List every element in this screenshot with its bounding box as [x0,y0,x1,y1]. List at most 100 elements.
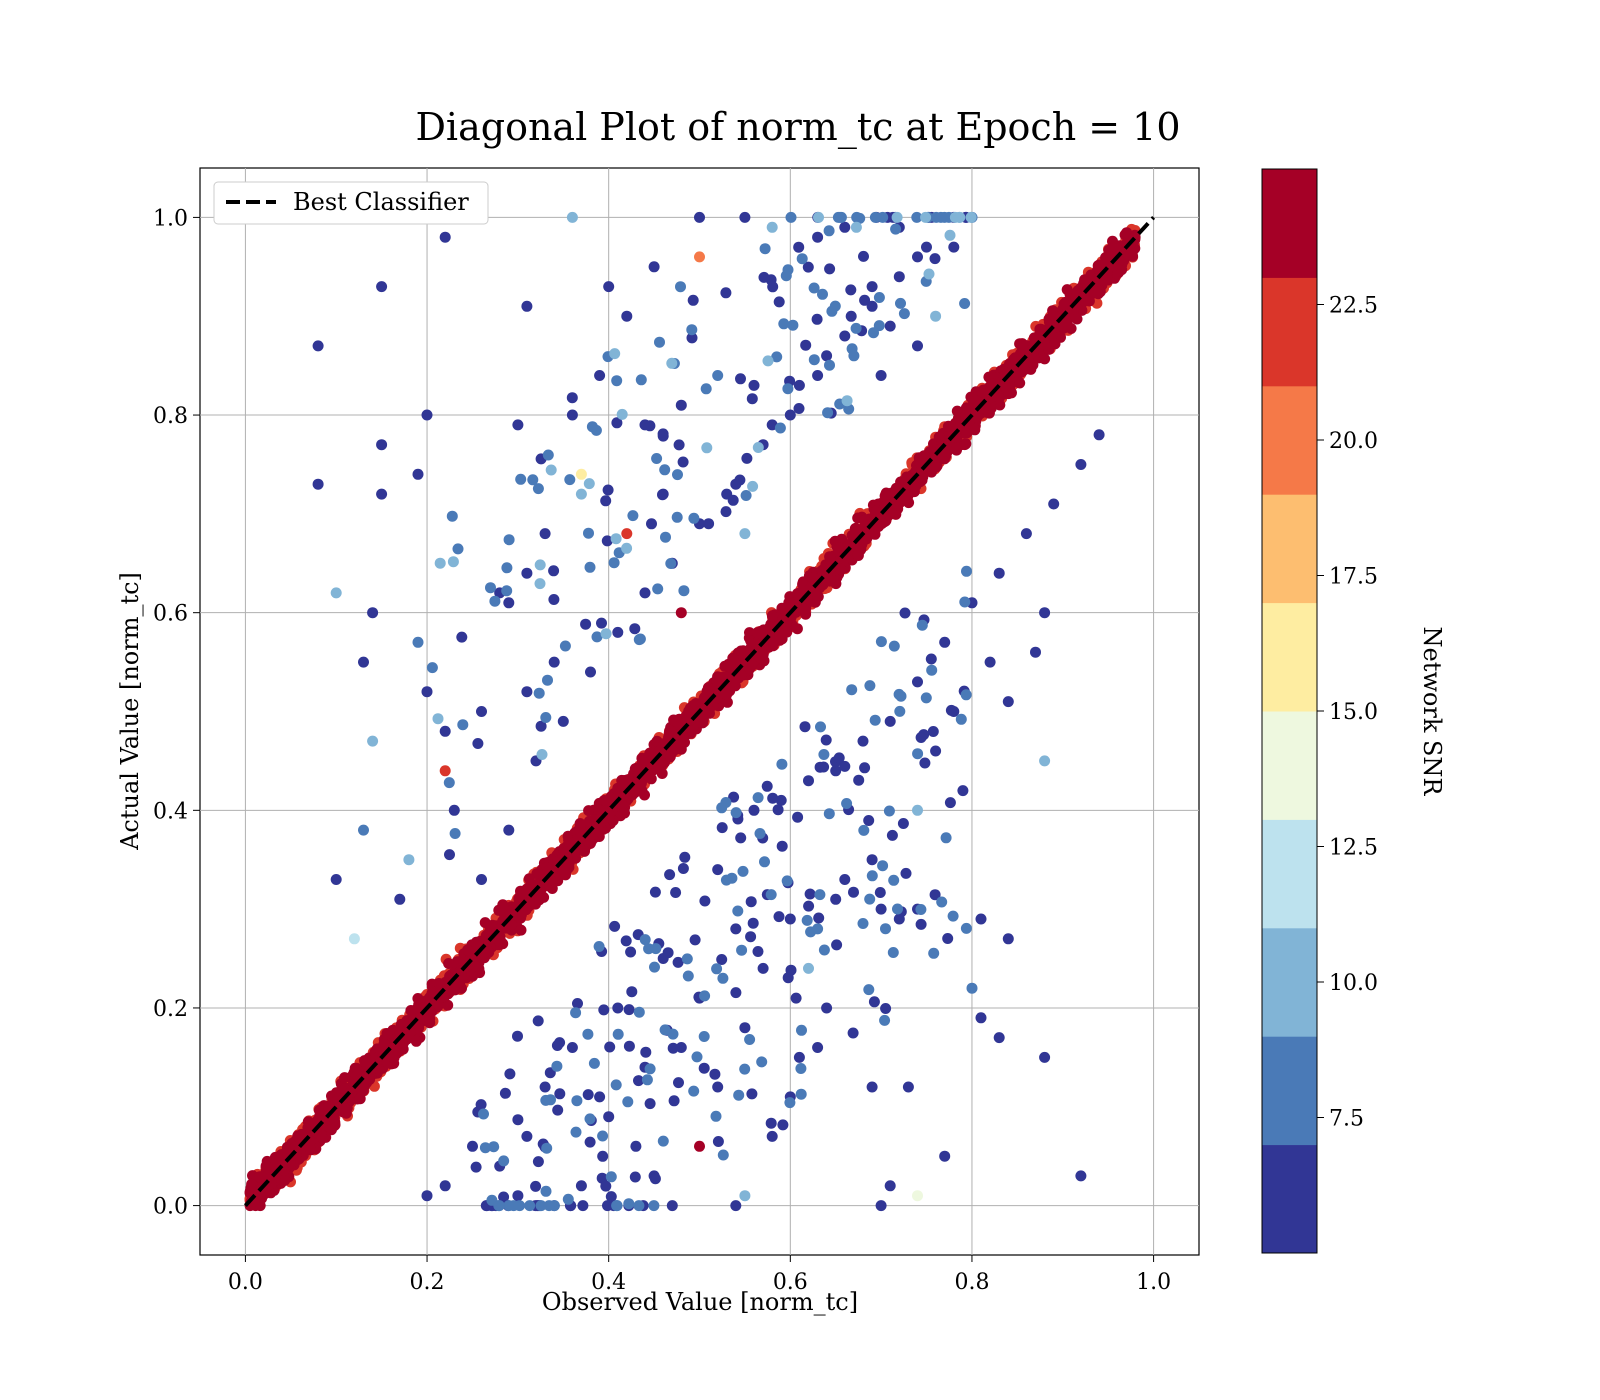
scatter-point [432,713,444,725]
scatter-point [699,990,711,1002]
scatter-point [993,567,1005,579]
scatter-point [559,640,571,652]
scatter-point [829,300,841,312]
scatter-point [649,961,660,973]
scatter-point [648,1200,660,1212]
scatter-point [812,1042,824,1053]
scatter-point [818,944,830,956]
scatter-point [602,484,614,496]
scatter-point [412,468,424,480]
scatter-point [657,1135,669,1147]
scatter-point [620,935,632,947]
scatter-point [687,294,699,306]
scatter-point [730,1200,742,1212]
scatter-point [626,986,638,998]
scatter-point [793,379,805,391]
scatter-point [1048,498,1060,510]
scatter-point [598,1004,610,1016]
scatter-point [635,374,647,386]
scatter-point [944,229,956,241]
scatter-point [793,1051,805,1063]
scatter-point [868,996,880,1008]
scatter-point [443,958,455,969]
scatter-point [612,626,624,638]
scatter-point [792,811,804,823]
scatter-point [766,1130,778,1142]
scatter-point [782,972,794,984]
scatter-point [716,822,728,834]
scatter-point [700,383,712,395]
scatter-point [930,310,942,322]
colorbar-band [1262,169,1317,278]
scatter-point [682,970,694,982]
chart-title: Diagonal Plot of norm_tc at Epoch = 10 [415,105,1180,150]
scatter-point [675,399,687,411]
scatter-point [501,562,513,574]
scatter-point [633,1075,644,1087]
scatter-point [548,594,560,605]
scatter-point [748,804,760,816]
scatter-point [887,947,899,958]
scatter-point [503,534,515,546]
scatter-point [630,1140,642,1152]
scatter-point [928,947,940,959]
scatter-point [802,261,814,273]
scatter-point [530,1180,542,1192]
scatter-point [843,403,855,415]
scatter-point [813,211,824,223]
scatter-point [795,1063,807,1074]
scatter-point [712,1081,724,1093]
scatter-point [900,867,912,879]
scatter-point [678,585,690,597]
scatter-point [673,439,685,451]
scatter-point [616,408,628,420]
scatter-point [803,775,814,787]
scatter-point [765,1117,777,1129]
scatter-point [845,284,857,296]
scatter-point [785,211,797,223]
scatter-point [666,1200,678,1212]
scatter-point [939,636,951,648]
scatter-point [965,211,977,223]
best-classifier-line [243,216,1156,1207]
scatter-point [823,225,835,237]
scatter-point [574,818,586,829]
scatter-point [1039,353,1051,365]
scatter-point [773,296,785,308]
scatter-point [512,1190,524,1202]
scatter-point [694,211,705,223]
scatter-point [673,1077,684,1089]
scatter-point [584,1113,596,1125]
scatter-point [316,1132,328,1144]
scatter-point [671,511,683,523]
scatter-point [426,662,438,674]
scatter-point [586,421,598,433]
scatter-point [929,889,941,901]
scatter-point [312,478,324,490]
scatter-point [821,1002,833,1014]
scatter-point [784,1097,796,1109]
scatter-point [524,1200,536,1212]
colorbar-band [1262,927,1317,1037]
scatter-point [993,1032,1005,1044]
scatter-point [659,1024,671,1036]
scatter-point [665,558,677,569]
scatter-point [557,715,569,727]
y-tick-label: 0.0 [153,1195,188,1220]
scatter-point [717,972,729,984]
scatter-point [541,1142,553,1154]
scatter-point [812,923,824,935]
scatter-point [660,531,671,543]
scatter-point [501,585,513,597]
scatter-point [470,1161,482,1173]
scatter-point [725,661,737,673]
scatter-point [920,692,932,704]
scatter-point [850,221,862,233]
scatter-point [869,211,881,223]
scatter-point [689,934,701,946]
scatter-point [381,1028,393,1039]
scatter-point [653,759,665,771]
scatter-point [582,1089,594,1101]
scatter-point [795,1088,807,1100]
scatter-point [808,282,820,294]
